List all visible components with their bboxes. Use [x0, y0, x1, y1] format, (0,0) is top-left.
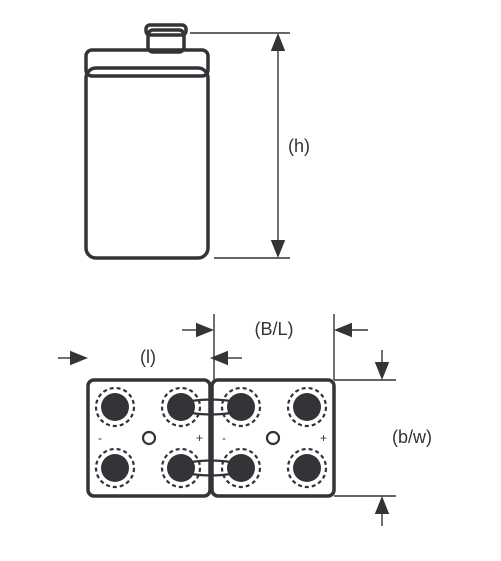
- cell-body: [86, 68, 208, 258]
- terminal-post: [293, 393, 321, 421]
- dim-block-width: (b/w): [334, 350, 432, 526]
- label-height: (h): [288, 136, 310, 156]
- terminal-post: [167, 454, 195, 482]
- terminal-post: [167, 393, 195, 421]
- cell-cap: [86, 50, 208, 76]
- terminal-post: [293, 454, 321, 482]
- polarity-mark: -: [98, 431, 102, 445]
- top-view: - + - +: [88, 380, 334, 496]
- terminal-post: [101, 393, 129, 421]
- label-block-width: (b/w): [392, 427, 432, 447]
- battery-dimension-diagram: (h) - + - + (l) (B/L) (b/w): [0, 0, 501, 561]
- label-cell-length: (l): [140, 347, 156, 367]
- terminal-post: [101, 454, 129, 482]
- side-view: [86, 25, 208, 258]
- center-hole-right: [267, 432, 279, 444]
- dim-block-length: (B/L): [182, 314, 368, 380]
- polarity-mark: +: [196, 431, 203, 445]
- terminal-post: [227, 393, 255, 421]
- center-hole-left: [143, 432, 155, 444]
- label-block-length: (B/L): [254, 319, 293, 339]
- polarity-mark: -: [222, 431, 226, 445]
- polarity-mark: +: [320, 431, 327, 445]
- terminal-post: [227, 454, 255, 482]
